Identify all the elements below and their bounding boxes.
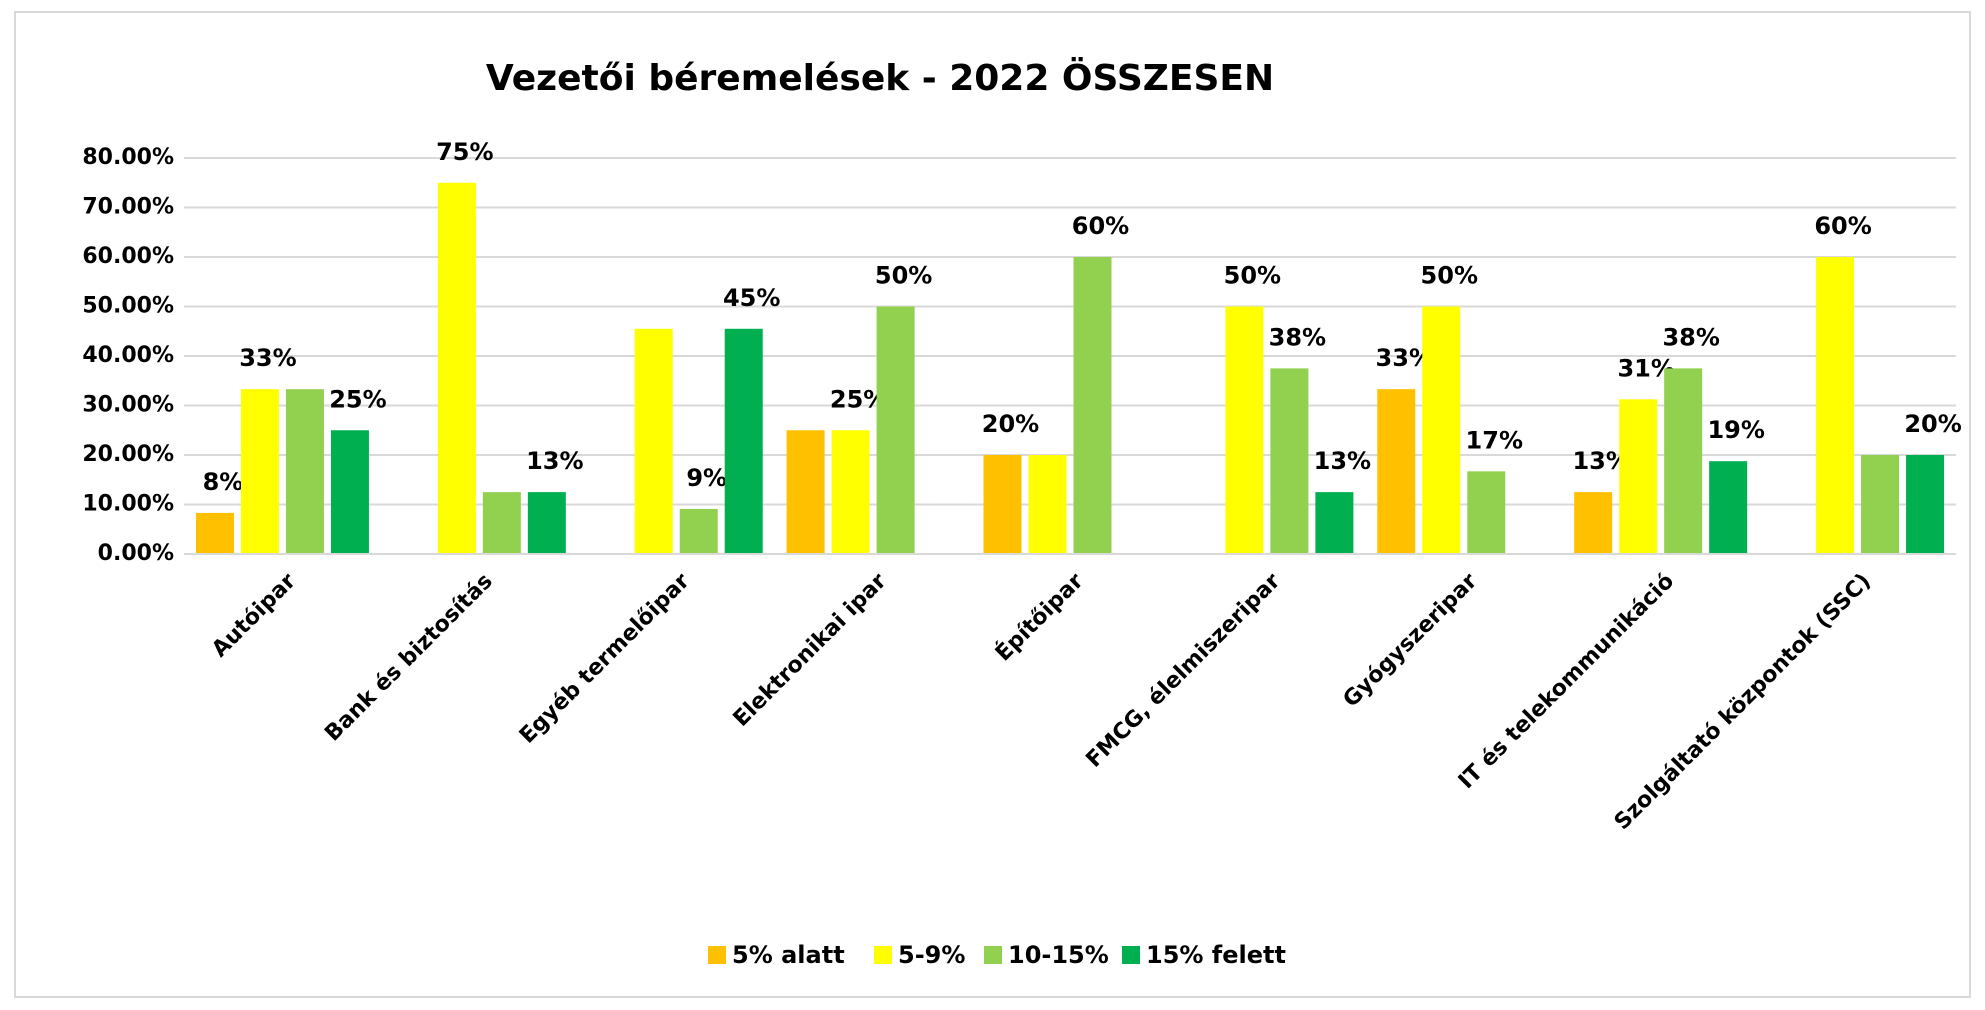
legend-swatch [708, 946, 726, 964]
bar [482, 492, 521, 554]
y-tick-label: 60.00% [82, 244, 174, 269]
bar [1816, 257, 1855, 554]
bar [527, 492, 566, 554]
bar [724, 328, 763, 554]
y-tick-label: 40.00% [82, 343, 174, 368]
bar [1861, 455, 1900, 554]
bar [983, 455, 1022, 554]
y-tick-label: 0.00% [98, 541, 174, 566]
legend-label: 15% felett [1146, 941, 1286, 969]
bar [1028, 455, 1067, 554]
bar [1574, 492, 1613, 554]
bar [195, 512, 234, 554]
bar [330, 430, 369, 554]
bar [1073, 257, 1112, 554]
legend-swatch [1122, 946, 1140, 964]
value-label: 8% [203, 468, 244, 496]
bar [831, 430, 870, 554]
value-label: 20% [1904, 410, 1961, 438]
bar [285, 389, 324, 554]
value-label: 13% [1314, 447, 1371, 475]
bar [1664, 368, 1703, 554]
bar [679, 508, 718, 554]
value-label: 38% [1662, 323, 1719, 351]
bar [876, 306, 915, 554]
value-label: 50% [1224, 262, 1281, 290]
bar [786, 430, 825, 554]
bar [1377, 389, 1416, 554]
value-label: 38% [1269, 323, 1326, 351]
bar [1315, 492, 1354, 554]
bar [1906, 455, 1945, 554]
value-label: 13% [526, 447, 583, 475]
y-tick-label: 20.00% [82, 442, 174, 467]
bar [1225, 306, 1264, 554]
value-label: 45% [723, 284, 780, 312]
y-tick-label: 30.00% [82, 393, 174, 418]
bar [1270, 368, 1309, 554]
y-tick-label: 50.00% [82, 294, 174, 319]
value-label: 25% [329, 385, 386, 413]
bar [1619, 399, 1658, 554]
bar [1422, 306, 1461, 554]
value-label: 75% [436, 138, 493, 166]
value-label: 60% [1814, 212, 1871, 240]
y-tick-label: 70.00% [82, 195, 174, 220]
value-label: 50% [875, 262, 932, 290]
bar [1709, 461, 1748, 554]
legend-label: 5% alatt [732, 941, 845, 969]
value-label: 17% [1466, 426, 1523, 454]
legend-label: 5-9% [898, 941, 965, 969]
legend-label: 10-15% [1008, 941, 1109, 969]
y-tick-label: 10.00% [82, 492, 174, 517]
legend-swatch [984, 946, 1002, 964]
value-label: 20% [982, 410, 1039, 438]
value-label: 33% [239, 344, 296, 372]
bar [437, 182, 476, 554]
bar [1467, 471, 1506, 554]
legend-swatch [874, 946, 892, 964]
value-label: 60% [1072, 212, 1129, 240]
value-label: 19% [1707, 416, 1764, 444]
chart-title: Vezetői béremelések - 2022 ÖSSZESEN [486, 57, 1274, 99]
bar [240, 389, 279, 554]
value-label: 9% [686, 464, 727, 492]
bar [634, 328, 673, 554]
y-tick-label: 80.00% [82, 145, 174, 170]
value-label: 50% [1421, 262, 1478, 290]
